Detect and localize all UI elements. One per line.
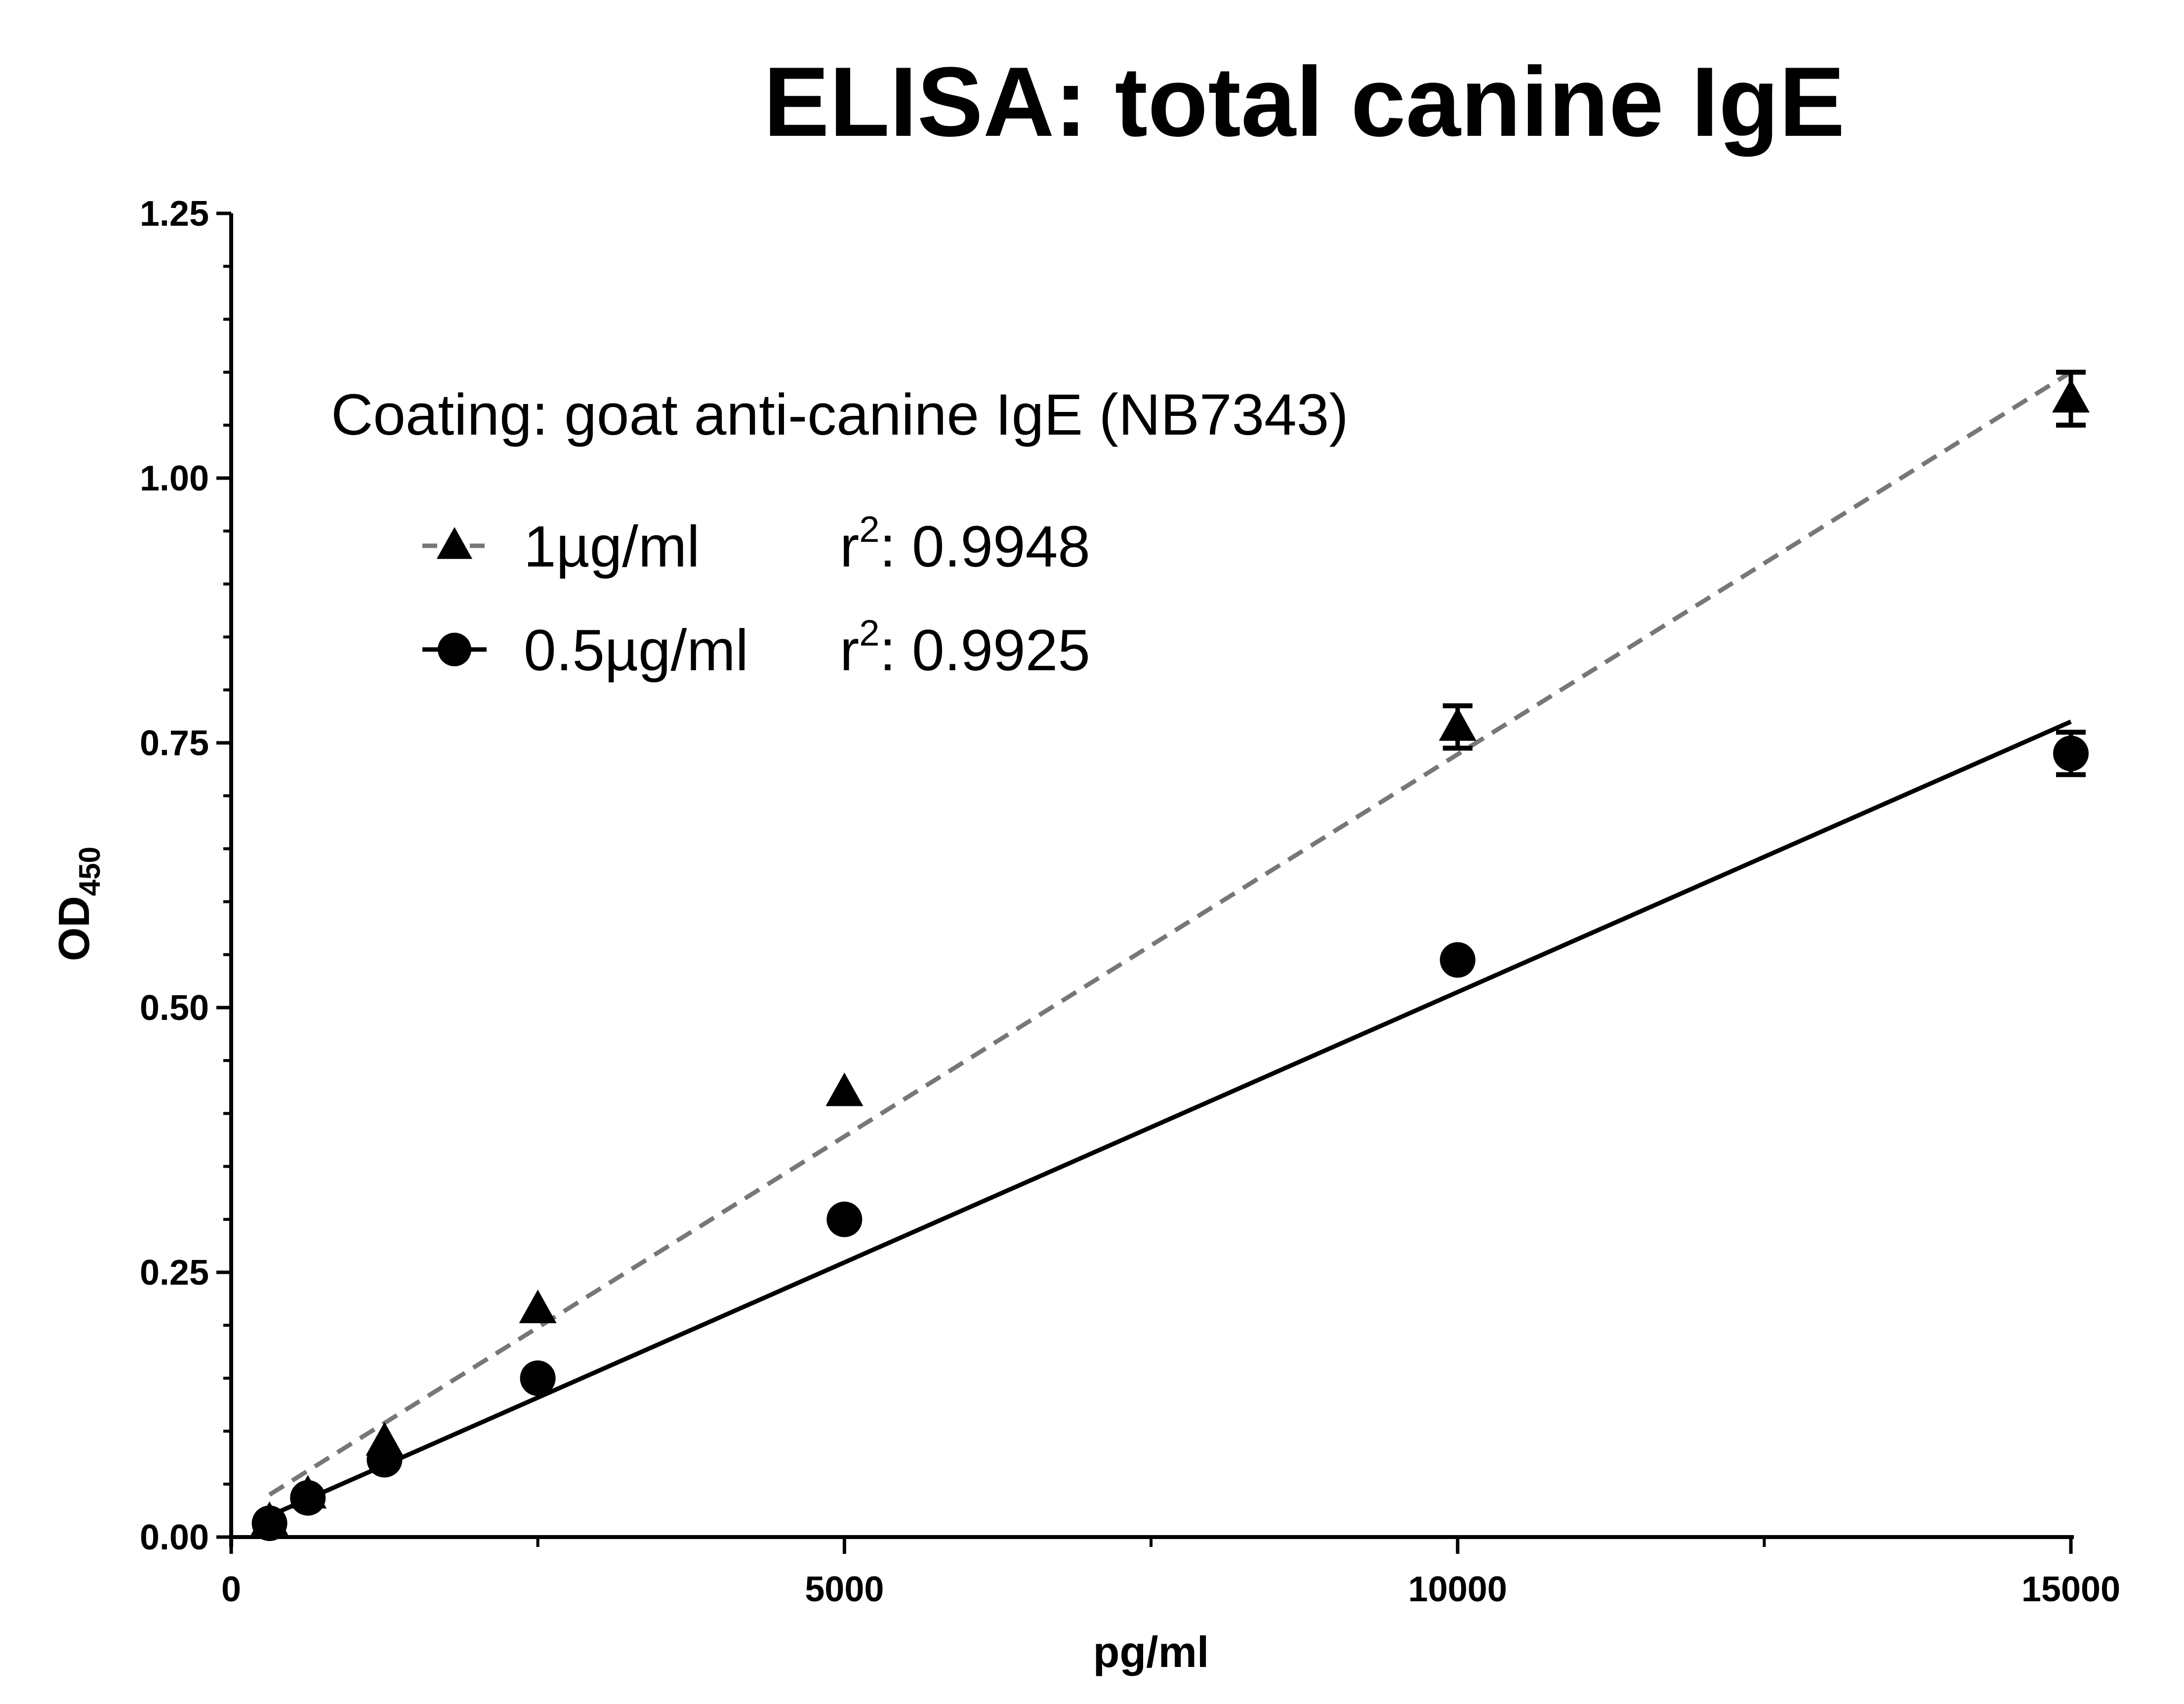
triangle-point-series-1 bbox=[1439, 707, 1477, 741]
triangle-point-series-1 bbox=[519, 1290, 557, 1324]
legend-triangle-marker bbox=[436, 527, 473, 559]
y-axis-label: OD450 bbox=[49, 847, 106, 961]
r2-r: r bbox=[840, 514, 859, 579]
r2-superscript: 2 bbox=[859, 509, 879, 550]
circle-point-series-2 bbox=[290, 1480, 326, 1516]
triangle-point-series-1 bbox=[825, 1072, 864, 1106]
y-tick-label: 1.25 bbox=[140, 194, 209, 234]
y-axis-label-subscript: 450 bbox=[73, 847, 106, 896]
x-tick-label: 5000 bbox=[805, 1570, 884, 1609]
circle-point-series-2 bbox=[251, 1505, 288, 1542]
chart-title: ELISA: total canine IgE bbox=[763, 47, 1845, 157]
fit-line-series-2 bbox=[268, 720, 2072, 1518]
triangle-point-series-1 bbox=[2052, 379, 2090, 413]
y-tick-label: 1.00 bbox=[140, 459, 209, 498]
x-tick-label: 15000 bbox=[2021, 1570, 2120, 1609]
data-markers bbox=[250, 379, 2090, 1542]
x-axis-label: pg/ml bbox=[1093, 1627, 1209, 1676]
circle-point-series-2 bbox=[520, 1360, 556, 1396]
y-axis-label-main: OD bbox=[49, 896, 98, 961]
legend-circle-marker bbox=[438, 633, 471, 666]
axes: 0.00 0.25 0.50 0.75 1.00 1.25 0 5000 10000 15000 bbox=[140, 194, 2120, 1609]
circle-point-series-2 bbox=[1440, 942, 1476, 978]
r2-superscript: 2 bbox=[859, 612, 879, 653]
circle-point-series-2 bbox=[367, 1442, 403, 1478]
x-tick-label: 10000 bbox=[1408, 1570, 1507, 1609]
y-tick-label: 0.50 bbox=[140, 988, 209, 1028]
y-tick-label: 0.75 bbox=[140, 724, 209, 763]
legend-r2-label: r2: 0.9925 bbox=[840, 612, 1090, 683]
circle-point-series-2 bbox=[2053, 735, 2089, 771]
fit-lines bbox=[268, 370, 2072, 1518]
r2-value: : 0.9948 bbox=[879, 514, 1090, 579]
circle-point-series-2 bbox=[826, 1201, 863, 1237]
y-tick-label: 0.00 bbox=[140, 1518, 209, 1557]
x-tick-label: 0 bbox=[221, 1570, 241, 1609]
r2-value: : 0.9925 bbox=[879, 618, 1090, 683]
r2-r: r bbox=[840, 618, 859, 683]
legend-r2-label: r2: 0.9948 bbox=[840, 509, 1090, 579]
coating-annotation: Coating: goat anti-canine IgE (NB7343) bbox=[331, 382, 1349, 447]
legend-series-name: 0.5µg/ml bbox=[524, 618, 748, 683]
y-tick-label: 0.25 bbox=[140, 1253, 209, 1293]
error-bars bbox=[1442, 369, 2086, 777]
fit-line-series-1 bbox=[268, 370, 2072, 1497]
legend-series-name: 1µg/ml bbox=[524, 514, 700, 579]
